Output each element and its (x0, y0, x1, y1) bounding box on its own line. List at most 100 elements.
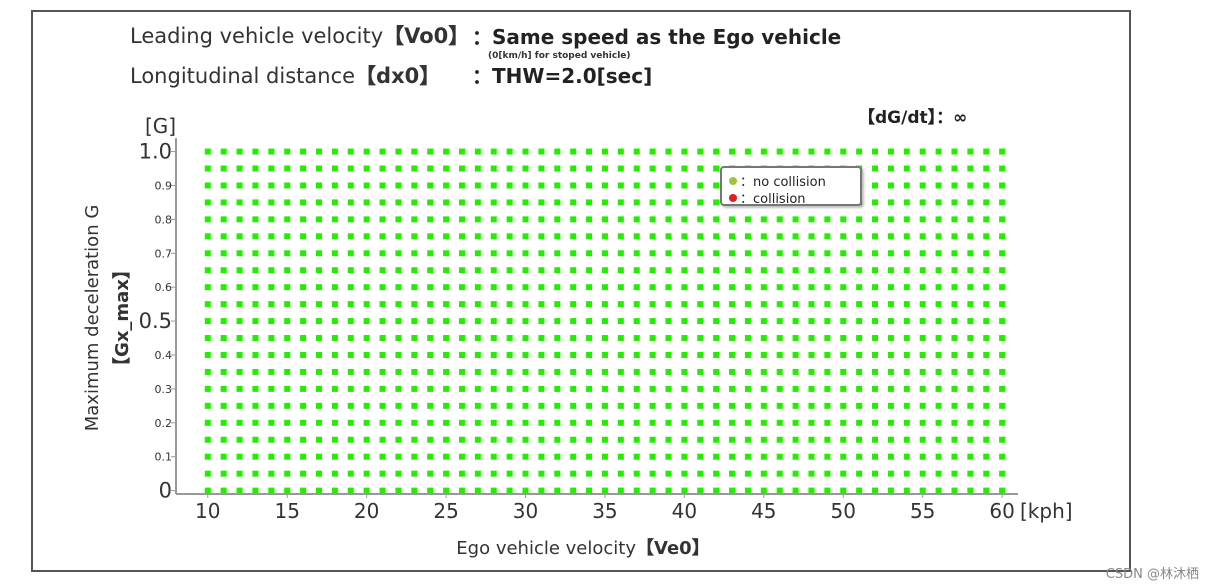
data-point (538, 335, 545, 342)
data-point (506, 267, 513, 274)
figure-frame (31, 10, 1131, 572)
data-point (427, 318, 434, 325)
data-point (999, 402, 1006, 409)
data-point (601, 250, 608, 257)
data-point (443, 216, 450, 223)
data-point (681, 487, 688, 494)
data-point (331, 436, 338, 443)
data-point (887, 470, 894, 477)
data-point (586, 385, 593, 392)
data-point (729, 318, 736, 325)
data-point (776, 216, 783, 223)
data-point (522, 419, 529, 426)
data-point (776, 148, 783, 155)
data-point (983, 148, 990, 155)
data-point (776, 250, 783, 257)
data-point (776, 233, 783, 240)
data-point (204, 182, 211, 189)
data-point (919, 250, 926, 257)
data-point (300, 284, 307, 291)
data-point (458, 487, 465, 494)
data-point (379, 487, 386, 494)
data-point (999, 267, 1006, 274)
data-point (474, 182, 481, 189)
data-point (760, 216, 767, 223)
data-point (570, 470, 577, 477)
data-point (665, 182, 672, 189)
x-tick-label: 45 (751, 499, 776, 523)
data-point (681, 148, 688, 155)
data-point (808, 419, 815, 426)
data-point (919, 182, 926, 189)
data-point (617, 250, 624, 257)
data-point (538, 436, 545, 443)
data-point (967, 284, 974, 291)
data-point (856, 385, 863, 392)
data-point (586, 182, 593, 189)
data-point (458, 385, 465, 392)
data-point (983, 487, 990, 494)
data-point (681, 335, 688, 342)
data-point (999, 436, 1006, 443)
data-point (919, 233, 926, 240)
data-point (220, 301, 227, 308)
y-tick-label: 0.8 (155, 213, 173, 226)
data-point (792, 402, 799, 409)
data-point (665, 385, 672, 392)
data-point (903, 199, 910, 206)
data-point (347, 165, 354, 172)
data-point (713, 148, 720, 155)
data-point (331, 453, 338, 460)
data-point (268, 250, 275, 257)
data-point (458, 216, 465, 223)
data-point (633, 233, 640, 240)
data-point (617, 148, 624, 155)
data-point (554, 216, 561, 223)
data-point (887, 301, 894, 308)
data-point (665, 402, 672, 409)
data-point (506, 470, 513, 477)
data-point (315, 385, 322, 392)
data-point (347, 368, 354, 375)
data-point (697, 368, 704, 375)
data-point (935, 368, 942, 375)
data-point (697, 165, 704, 172)
data-point (315, 182, 322, 189)
data-point (760, 402, 767, 409)
data-point (395, 419, 402, 426)
data-point (458, 301, 465, 308)
header-line-1: Leading vehicle velocity【Vo0】 (130, 20, 469, 50)
data-point (681, 182, 688, 189)
data-point (903, 267, 910, 274)
data-point (252, 335, 259, 342)
data-point (522, 267, 529, 274)
data-point (379, 453, 386, 460)
data-point (760, 301, 767, 308)
data-point (300, 216, 307, 223)
y-tick-label: 0.3 (155, 383, 173, 396)
data-point (840, 470, 847, 477)
data-point (204, 216, 211, 223)
data-point (554, 436, 561, 443)
data-point (951, 284, 958, 291)
data-point (681, 301, 688, 308)
data-point (983, 419, 990, 426)
data-point (697, 385, 704, 392)
data-point (856, 250, 863, 257)
data-point (474, 301, 481, 308)
data-point (490, 165, 497, 172)
data-point (649, 182, 656, 189)
data-point (601, 284, 608, 291)
data-point (792, 250, 799, 257)
data-point (824, 216, 831, 223)
data-point (331, 351, 338, 358)
data-point (744, 233, 751, 240)
data-point (411, 419, 418, 426)
data-point (729, 385, 736, 392)
data-point (427, 250, 434, 257)
data-point (252, 199, 259, 206)
data-point (443, 301, 450, 308)
data-point (443, 487, 450, 494)
data-point (792, 436, 799, 443)
data-point (315, 284, 322, 291)
